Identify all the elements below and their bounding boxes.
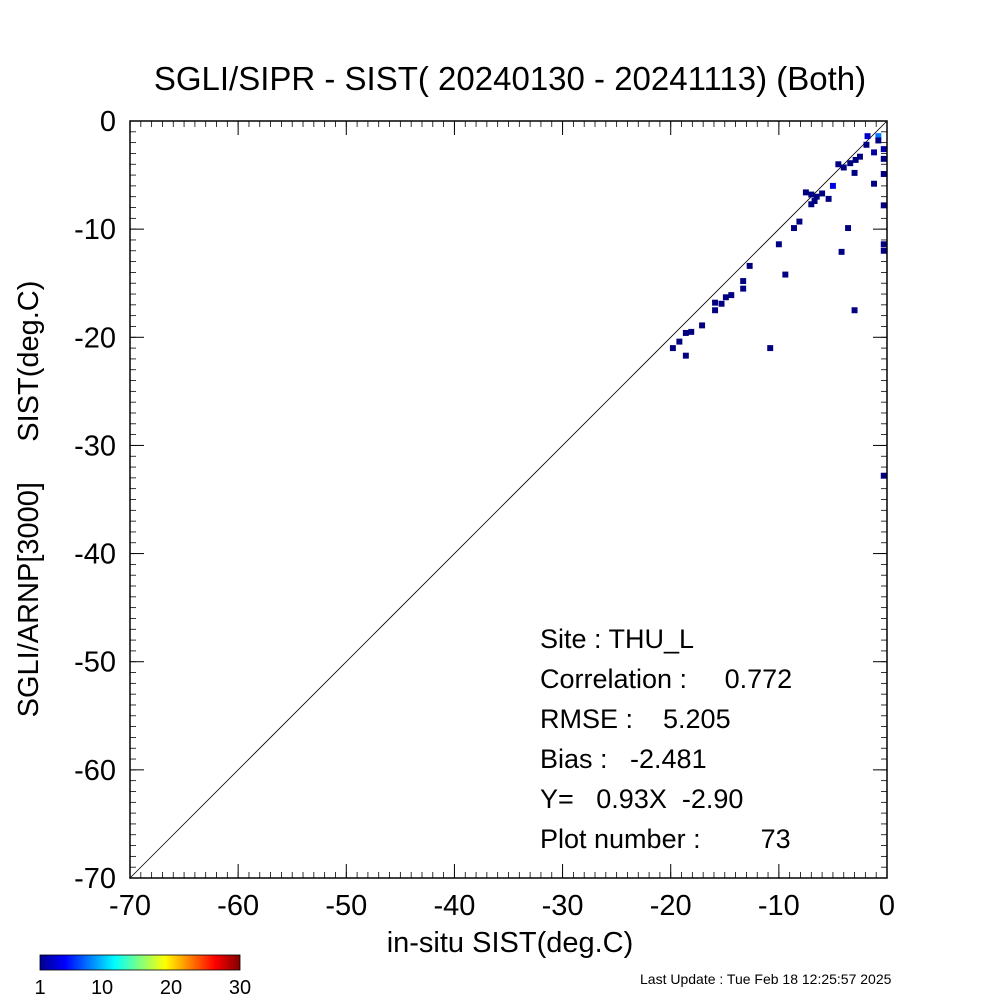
colorbar-tick-label: 10 <box>91 977 113 999</box>
density-cell <box>728 292 735 299</box>
density-cell <box>871 149 877 156</box>
colorbar-tick-label: 30 <box>229 977 251 999</box>
density-cell <box>880 202 887 209</box>
x-tick-label: -50 <box>325 890 367 922</box>
stat-bias: Bias : -2.481 <box>540 744 707 774</box>
density-cell <box>722 294 729 301</box>
x-tick-label: -40 <box>433 890 475 922</box>
plot-frame <box>129 120 888 879</box>
density-cell <box>875 137 882 144</box>
x-tick-label: -70 <box>109 890 151 922</box>
density-cell <box>864 133 871 140</box>
density-cell <box>796 218 803 225</box>
density-cell <box>746 262 753 269</box>
colorbar-tick-label: 1 <box>34 977 45 999</box>
y-tick-labels: 0 -10 -20 -30 -40 -50 -60 -70 <box>74 106 116 895</box>
density-cell <box>712 299 719 306</box>
y-tick-label: -60 <box>74 755 116 787</box>
density-cells <box>669 133 887 479</box>
x-tick-label: -20 <box>650 890 692 922</box>
density-cell <box>851 169 858 176</box>
density-cell <box>767 345 774 352</box>
density-cell <box>802 189 809 196</box>
density-cell <box>676 338 683 345</box>
stat-plot-number: Plot number : 73 <box>540 824 791 854</box>
density-cell <box>863 141 870 148</box>
x-tick-label: 0 <box>879 890 895 922</box>
density-cell <box>688 328 695 335</box>
density-cell <box>840 164 847 171</box>
density-cell <box>819 190 826 197</box>
density-cell <box>838 248 845 255</box>
stat-rmse: RMSE : 5.205 <box>540 704 731 734</box>
stat-site: Site : THU_L <box>540 624 694 654</box>
x-tick-labels: -70 -60 -50 -40 -30 -20 -10 0 <box>109 890 895 922</box>
y-tick-label: -40 <box>74 539 116 571</box>
colorbar-tick-label: 20 <box>160 977 182 999</box>
density-cell <box>811 198 818 204</box>
density-cell <box>845 225 852 232</box>
chart-title: SGLI/SIPR - SIST( 20240130 - 20241113) (… <box>154 60 866 97</box>
density-cell <box>829 182 836 189</box>
last-update: Last Update : Tue Feb 18 12:25:57 2025 <box>640 971 892 987</box>
y-axis-label: SGLI/ARNP[3000] SIST(deg.C) <box>13 281 45 718</box>
density-cell <box>871 180 877 187</box>
one-to-one-line <box>129 120 888 879</box>
density-cell <box>875 133 882 140</box>
density-cell <box>852 156 859 163</box>
y-tick-label: 0 <box>100 106 116 138</box>
density-cell <box>835 161 842 168</box>
density-cell <box>880 247 887 254</box>
density-cell <box>825 195 832 202</box>
density-cell <box>718 300 725 307</box>
colorbar-tick-labels: 1 10 20 30 <box>34 977 251 999</box>
density-cell <box>791 225 797 232</box>
density-cell <box>782 271 789 278</box>
density-cell <box>669 345 676 352</box>
density-cell <box>880 241 887 248</box>
density-cell <box>847 160 854 167</box>
colorbar: 1 10 20 30 <box>34 954 251 999</box>
x-tick-label: -60 <box>217 890 259 922</box>
y-tick-label: -20 <box>74 322 116 354</box>
density-cell <box>813 193 820 200</box>
x-axis-label: in-situ SIST(deg.C) <box>387 927 634 959</box>
y-tick-label: -10 <box>74 214 116 246</box>
density-cell <box>682 329 689 336</box>
density-cell <box>712 307 719 314</box>
density-cell <box>856 153 863 160</box>
stat-regression: Y= 0.93X -2.90 <box>540 784 743 814</box>
stats-box: Site : THU_L Correlation : 0.772 RMSE : … <box>540 624 792 854</box>
y-tick-label: -50 <box>74 647 116 679</box>
colorbar-gradient <box>39 954 241 971</box>
density-cell <box>699 322 706 329</box>
density-cell <box>682 352 689 359</box>
density-cell <box>880 146 887 153</box>
density-cell <box>775 241 782 248</box>
density-cell <box>880 171 887 177</box>
y-tick-label: -70 <box>74 863 116 895</box>
x-tick-label: -10 <box>758 890 800 922</box>
density-cell <box>808 191 815 198</box>
density-cell <box>880 155 887 162</box>
stat-correlation: Correlation : 0.772 <box>540 664 792 694</box>
density-cell <box>740 285 747 292</box>
y-tick-label: -30 <box>74 430 116 462</box>
density-cell <box>740 278 747 285</box>
density-cell <box>808 201 815 208</box>
minor-ticks <box>129 120 888 879</box>
density-cell <box>851 307 858 314</box>
x-tick-label: -30 <box>542 890 584 922</box>
density-cell <box>880 472 887 479</box>
